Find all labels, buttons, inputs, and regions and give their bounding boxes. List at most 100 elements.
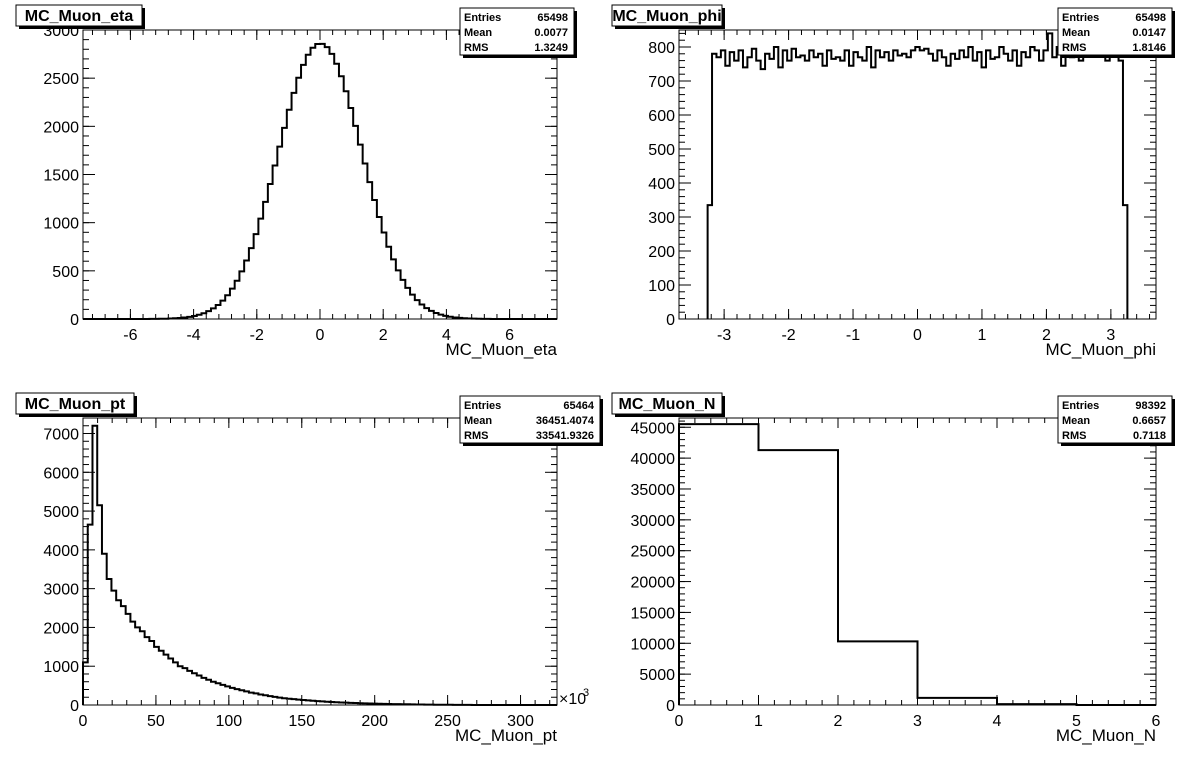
y-tick-label: 6000 (43, 465, 79, 482)
stats-box (459, 395, 601, 444)
stats-value: 65498 (1135, 12, 1166, 24)
x-tick-label: 4 (442, 327, 451, 344)
chart-title: MC_Muon_pt (25, 396, 126, 413)
plot-frame (82, 417, 558, 706)
y-tick-label: 4000 (43, 543, 79, 560)
y-tick-label: 2000 (43, 620, 79, 637)
x-tick-label: 3 (913, 713, 922, 730)
x-tick-label: 0 (79, 713, 88, 730)
chart-title: MC_Muon_N (619, 396, 716, 413)
stats-box (1057, 395, 1173, 444)
stats-label: Mean (464, 27, 492, 39)
stats-value: 1.3249 (534, 42, 568, 54)
x-tick-label: 0 (913, 327, 922, 344)
x-tick-label: 6 (505, 327, 514, 344)
y-tick-label: 20000 (631, 575, 676, 592)
x-tick-label: 200 (361, 713, 388, 730)
y-tick-label: 35000 (631, 482, 676, 499)
title-box (15, 4, 143, 27)
stats-label: Mean (464, 415, 492, 427)
panel-MC_Muon_N: 0 1 2 3 4 5 6 0 5000 10000 15000 20000 25000 30000 350… (611, 392, 1175, 745)
stats-value: 0.0147 (1132, 27, 1166, 39)
y-tick-label: 200 (648, 244, 675, 261)
stats-label: RMS (464, 42, 488, 54)
title-box (611, 392, 723, 415)
x-tick-label: 250 (434, 713, 461, 730)
x-tick-label: 2 (379, 327, 388, 344)
y-tick-label: 2500 (43, 71, 79, 88)
y-tick-label: 10000 (631, 636, 676, 653)
histogram-line (706, 32, 1129, 319)
stats-box (459, 7, 575, 56)
y-tick-label: 2000 (43, 119, 79, 136)
x-axis-label: MC_Muon_eta (445, 340, 557, 359)
y-tick-label: 7000 (43, 427, 79, 444)
title-box (611, 4, 723, 27)
stats-value: 0.0077 (534, 27, 568, 39)
y-tick-label: 300 (648, 210, 675, 227)
x-tick-label: 4 (993, 713, 1002, 730)
stats-value: 65498 (537, 12, 568, 24)
y-tick-label: 30000 (631, 513, 676, 530)
stats-box (1057, 7, 1173, 56)
stats-label: Entries (1062, 400, 1099, 412)
stats-value: 98392 (1135, 400, 1166, 412)
x-tick-label: 50 (147, 713, 165, 730)
stats-value: 0.7118 (1133, 430, 1166, 442)
x-axis-label: MC_Muon_pt (455, 726, 557, 745)
y-tick-label: 5000 (43, 504, 79, 521)
x-multiplier-label: ×10 (559, 691, 586, 708)
y-tick-label: 40000 (631, 451, 676, 468)
x-tick-label: -2 (250, 327, 264, 344)
x-tick-label: 300 (507, 713, 534, 730)
chart-title: MC_Muon_eta (25, 8, 134, 25)
y-tick-label: 500 (52, 264, 79, 281)
x-tick-label: 1 (978, 327, 987, 344)
histogram-line (678, 423, 1156, 706)
x-tick-label: 5 (1072, 713, 1081, 730)
stats-label: RMS (1062, 430, 1086, 442)
x-tick-label: -3 (717, 327, 731, 344)
panel-MC_Muon_phi: -3 -2 -1 0 1 2 3 0 100 200 300 400 500 600 700 800 MC_Mu… (611, 4, 1175, 359)
stats-label: Mean (1062, 27, 1090, 39)
y-tick-label: 25000 (631, 544, 676, 561)
stats-value: 33541.9326 (536, 430, 594, 442)
x-axis-label: MC_Muon_phi (1045, 340, 1156, 359)
y-tick-label: 1000 (43, 216, 79, 233)
panel-MC_Muon_pt: 0 50 100 150 200 250 3000100020003000400050006… (15, 392, 603, 745)
y-tick-label: 0 (666, 698, 675, 715)
y-tick-label: 3000 (43, 582, 79, 599)
y-tick-label: 1500 (43, 168, 79, 185)
stats-value: 0.6657 (1132, 415, 1166, 427)
x-axis-label: MC_Muon_N (1056, 726, 1156, 745)
x-tick-label: 0 (675, 713, 684, 730)
stats-label: RMS (1062, 42, 1086, 54)
x-tick-label: 100 (215, 713, 242, 730)
y-tick-label: 5000 (639, 667, 675, 684)
histogram-line (83, 42, 557, 320)
plot-frame (82, 29, 558, 320)
x-tick-label: 6 (1152, 713, 1161, 730)
y-tick-label: 15000 (631, 605, 676, 622)
chart-title: MC_Muon_phi (612, 8, 721, 25)
x-multiplier-exponent: 3 (583, 687, 589, 699)
y-tick-label: 400 (648, 176, 675, 193)
histogram-line (82, 424, 557, 706)
y-tick-label: 700 (648, 74, 675, 91)
title-box (15, 392, 135, 415)
y-tick-label: 800 (648, 40, 675, 57)
stats-label: RMS (464, 430, 488, 442)
y-tick-label: 0 (70, 312, 79, 329)
y-tick-label: 100 (648, 278, 675, 295)
y-tick-label: 600 (648, 108, 675, 125)
y-tick-label: 500 (648, 142, 675, 159)
stats-value: 36451.4074 (536, 415, 595, 427)
x-tick-label: -1 (846, 327, 860, 344)
plot-frame (678, 29, 1157, 320)
x-tick-label: 3 (1106, 327, 1115, 344)
x-tick-label: -6 (123, 327, 137, 344)
x-tick-label: -4 (186, 327, 200, 344)
y-tick-label: 0 (70, 698, 79, 715)
stats-value: 65464 (563, 400, 594, 412)
stats-label: Entries (464, 12, 501, 24)
